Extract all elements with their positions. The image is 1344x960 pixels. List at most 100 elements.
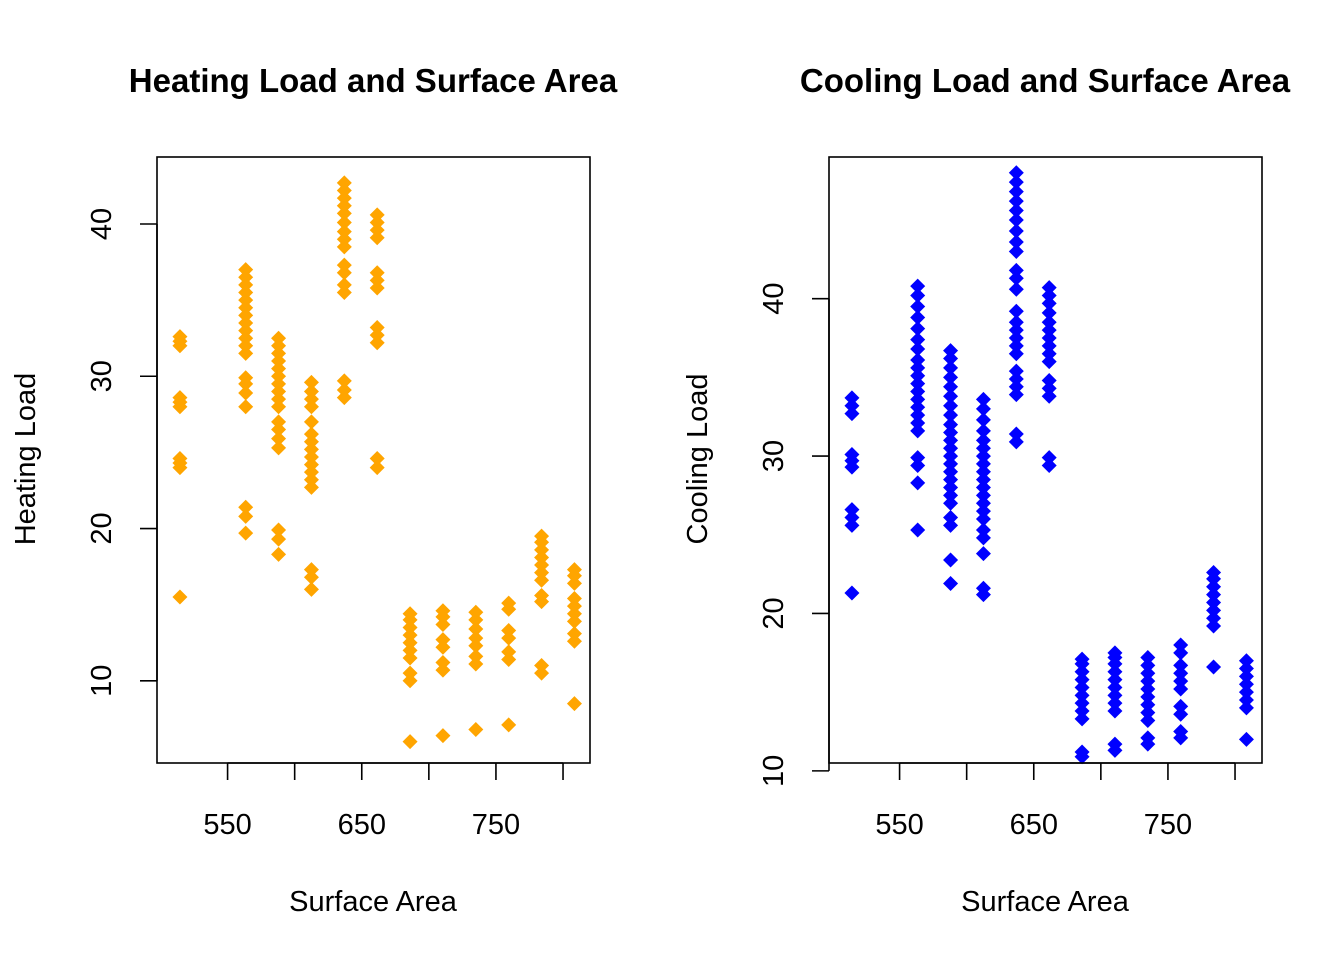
data-point: [303, 426, 319, 442]
data-point: [369, 214, 385, 230]
data-point: [943, 480, 959, 496]
data-point: [501, 717, 517, 733]
data-point: [1041, 280, 1057, 296]
data-point: [271, 330, 287, 346]
y-tick-label: 10: [86, 665, 118, 697]
data-point: [975, 401, 991, 417]
data-point: [1041, 450, 1057, 466]
data-point: [1008, 203, 1024, 219]
data-point: [1140, 705, 1156, 721]
data-point: [943, 424, 959, 440]
data-point: [271, 338, 287, 354]
data-point: [468, 604, 484, 620]
data-point: [303, 581, 319, 597]
x-axis: 550 650 750: [203, 762, 564, 841]
data-point: [1008, 270, 1024, 286]
data-point: [336, 265, 352, 281]
data-point: [1008, 184, 1024, 200]
data-point: [910, 368, 926, 384]
data-point: [1041, 322, 1057, 338]
data-point: [910, 475, 926, 491]
data-point: [1008, 379, 1024, 395]
data-point: [975, 522, 991, 538]
data-point: [1008, 314, 1024, 330]
data-point: [975, 423, 991, 439]
data-point: [910, 384, 926, 400]
data-point: [1074, 703, 1090, 719]
data-point: [336, 239, 352, 255]
data-point: [336, 231, 352, 247]
data-point: [1107, 664, 1123, 680]
x-tick-label: 650: [338, 809, 386, 841]
data-point: [910, 415, 926, 431]
data-point: [1238, 668, 1254, 684]
data-point: [1008, 330, 1024, 346]
data-point: [468, 638, 484, 654]
data-point: [402, 734, 418, 750]
data-point: [1140, 657, 1156, 673]
data-point: [369, 327, 385, 343]
plot-frame: [156, 156, 591, 764]
data-point: [369, 450, 385, 466]
data-point: [1008, 322, 1024, 338]
data-point: [468, 648, 484, 664]
data-point: [271, 361, 287, 377]
data-point: [943, 440, 959, 456]
data-point: [172, 589, 188, 605]
y-tick-label: 30: [758, 440, 790, 472]
data-point: [369, 207, 385, 223]
data-point: [943, 398, 959, 414]
data-point: [369, 320, 385, 336]
data-point: [910, 423, 926, 439]
data-point: [303, 374, 319, 390]
y-tick-label: 40: [758, 283, 790, 315]
data-point: [369, 335, 385, 351]
data-point: [1074, 672, 1090, 688]
data-point: [1173, 698, 1189, 714]
data-point: [844, 502, 860, 518]
data-point: [975, 580, 991, 596]
data-point: [844, 509, 860, 525]
data-point: [1008, 371, 1024, 387]
data-point: [1074, 651, 1090, 667]
data-point: [534, 528, 550, 544]
data-point: [1238, 684, 1254, 700]
data-point: [1107, 672, 1123, 688]
data-point: [975, 511, 991, 527]
data-point: [1173, 645, 1189, 661]
data-point: [844, 517, 860, 533]
data-point: [238, 525, 254, 541]
data-point: [1008, 303, 1024, 319]
data-point: [1074, 679, 1090, 695]
data-point: [1041, 314, 1057, 330]
data-point: [172, 329, 188, 345]
data-point: [1041, 380, 1057, 396]
data-point: [1140, 665, 1156, 681]
data-point: [1206, 618, 1222, 634]
data-point: [975, 480, 991, 496]
data-point: [1107, 736, 1123, 752]
data-point: [534, 665, 550, 681]
data-point: [943, 464, 959, 480]
data-point: [910, 407, 926, 423]
plot-frame: [828, 156, 1263, 764]
data-point: [910, 332, 926, 348]
data-point: [1107, 687, 1123, 703]
data-point: [910, 341, 926, 357]
data-point: [336, 285, 352, 301]
data-point: [910, 321, 926, 337]
data-point: [336, 373, 352, 389]
data-point: [1008, 243, 1024, 259]
data-point: [534, 557, 550, 573]
data-point: [975, 412, 991, 428]
data-point: [238, 315, 254, 331]
data-point: [1173, 665, 1189, 681]
data-point: [336, 205, 352, 221]
data-point: [943, 343, 959, 359]
y-tick-label: 30: [86, 360, 118, 392]
data-point: [468, 656, 484, 672]
data-point: [1173, 724, 1189, 740]
cooling-load-plot: Cooling Load and Surface Area Surface Ar…: [682, 62, 1291, 918]
data-point: [271, 345, 287, 361]
data-point: [435, 616, 451, 632]
